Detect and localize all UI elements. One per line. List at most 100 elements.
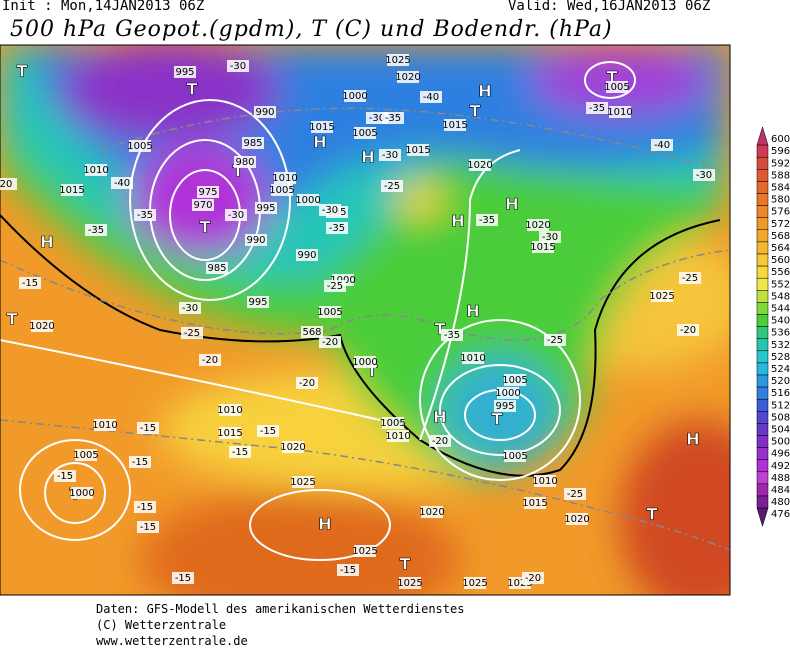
legend-label: 584 (771, 182, 790, 193)
label-box (134, 501, 156, 513)
label-box (464, 577, 486, 589)
legend-label: 552 (771, 279, 790, 290)
label-box (476, 214, 498, 226)
label-box (429, 435, 451, 447)
legend-swatch (756, 126, 769, 146)
label-box (354, 127, 376, 139)
label-box (397, 71, 419, 83)
contour-label: -15 (340, 565, 356, 576)
contour-label: -15 (140, 522, 156, 533)
legend-swatch (756, 265, 769, 279)
contour-label: -25 (567, 489, 583, 500)
legend-label: 576 (771, 207, 790, 218)
label-box (532, 241, 554, 253)
map: HHHHHHHHHHTTTTTTTTTTTTT99510251020100510… (0, 44, 790, 596)
legend-swatch (756, 302, 769, 315)
label-box (296, 249, 318, 261)
legend-label: 484 (771, 485, 790, 496)
contour-label: 1005 (317, 307, 342, 318)
legend-label: 536 (771, 328, 790, 339)
isobars (0, 61, 636, 561)
label-box (420, 91, 442, 103)
label-box (199, 354, 221, 366)
contour-label: -30 (542, 232, 558, 243)
pressure-center: T (367, 362, 378, 381)
legend-label: 596 (771, 146, 790, 157)
contour-label: 1020 (564, 514, 589, 525)
legend-swatch (756, 181, 769, 194)
contour-label: -30 (230, 61, 246, 72)
legend-label: 560 (771, 255, 790, 266)
label-box (494, 400, 516, 412)
label-box (564, 488, 586, 500)
contour-label: 1000 (69, 488, 94, 499)
contour-label: 985 (243, 138, 262, 149)
contour-label: -15 (132, 457, 148, 468)
legend-label: 556 (771, 267, 790, 278)
pressure-center: H (686, 430, 699, 449)
label-box (387, 54, 409, 66)
label-box (271, 184, 293, 196)
label-box (421, 506, 443, 518)
contour-label: 1010 (460, 353, 485, 364)
legend-label: 548 (771, 291, 790, 302)
label-box (344, 90, 366, 102)
contour-label: -30 (322, 205, 338, 216)
contour-label: 1005 (127, 141, 152, 152)
label-box (381, 180, 403, 192)
contour-label: 1005 (502, 375, 527, 386)
contour-label: -25 (384, 181, 400, 192)
contour-label: -15 (22, 278, 38, 289)
legend-label: 592 (771, 158, 790, 169)
isotherms (0, 107, 730, 551)
label-box (54, 470, 76, 482)
legend-swatch (756, 144, 769, 158)
label-box (504, 374, 526, 386)
legend-swatch (756, 411, 769, 424)
label-box (399, 577, 421, 589)
contour-label: -30 (382, 150, 398, 161)
legend-swatch (756, 205, 769, 218)
contour-label: 1005 (502, 451, 527, 462)
label-box (137, 521, 159, 533)
label-box (319, 306, 341, 318)
contour-label: 568 (302, 327, 321, 338)
label-box (219, 427, 241, 439)
label-box (85, 224, 107, 236)
label-box (282, 441, 304, 453)
label-box (197, 186, 219, 198)
pressure-center: T (435, 320, 446, 339)
contour-label: -35 (88, 225, 104, 236)
legend-swatch (756, 471, 769, 485)
contour-label: 1015 (522, 498, 547, 509)
contour-label: -15 (140, 423, 156, 434)
contour-label: 1025 (649, 291, 674, 302)
legend-swatch (756, 435, 769, 448)
label-box (534, 475, 556, 487)
label-box (297, 194, 319, 206)
label-box (229, 446, 251, 458)
pressure-center: T (233, 162, 244, 181)
contour-label: 1000 (342, 91, 367, 102)
contour-label: 1005 (380, 418, 405, 429)
contour-label: 980 (235, 157, 254, 168)
contour-label: -20 (680, 325, 696, 336)
label-box (85, 164, 107, 176)
label-box (324, 280, 346, 292)
contour-label: 1005 (352, 128, 377, 139)
contour-label: -20 (322, 337, 338, 348)
legend-swatch (756, 350, 769, 364)
map-frame (0, 44, 731, 596)
label-box (382, 112, 404, 124)
label-box (179, 302, 201, 314)
contour-label: -35 (137, 210, 153, 221)
label-box (441, 329, 463, 341)
contour-label: 995 (175, 67, 194, 78)
label-box (227, 60, 249, 72)
label-box (651, 290, 673, 302)
legend-label: 568 (771, 231, 790, 242)
pressure-center: H (451, 212, 464, 231)
contour-label: -30 (696, 170, 712, 181)
footer-line: Daten: GFS-Modell des amerikanischen Wet… (96, 602, 465, 616)
